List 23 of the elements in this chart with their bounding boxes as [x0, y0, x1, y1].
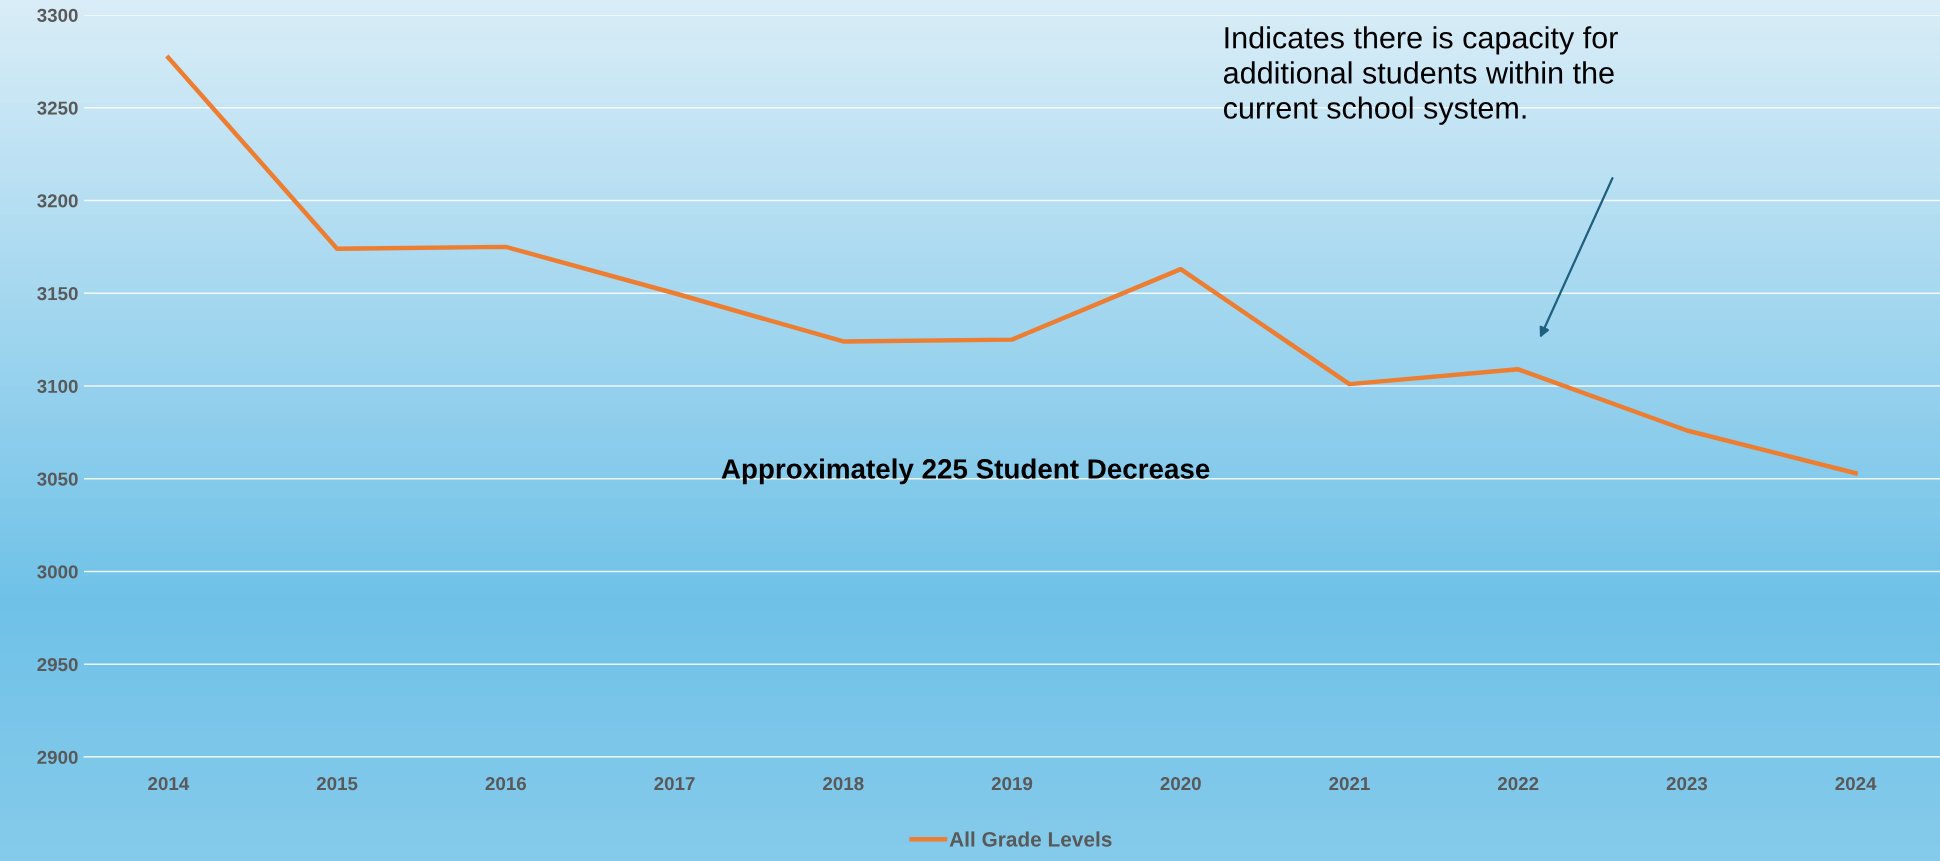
x-tick-label: 2014 — [148, 776, 190, 791]
y-tick-label: 3150 — [37, 286, 78, 301]
x-tick-label: 2019 — [991, 776, 1033, 791]
x-tick-label: 2018 — [823, 776, 864, 791]
annotation: Indicates there is capacity for additional students within the current school system. — [1223, 26, 1618, 125]
x-tick-label: 2024 — [1835, 776, 1877, 791]
y-tick-label: 2900 — [37, 750, 78, 764]
y-tick-label: 3200 — [37, 194, 78, 208]
y-tick-label: 3050 — [37, 472, 78, 486]
legend-label: All Grade Levels — [949, 831, 1112, 847]
x-tick-label: 2023 — [1666, 776, 1708, 791]
y-tick-label: 3000 — [37, 565, 78, 579]
y-tick-label: 3300 — [37, 8, 78, 22]
x-tick-label: 2021 — [1329, 776, 1370, 791]
x-tick-label: 2015 — [316, 776, 358, 791]
y-tick-label: 2950 — [37, 657, 78, 672]
x-tick-label: 2020 — [1160, 776, 1201, 791]
x-tick-label: 2017 — [654, 776, 695, 791]
y-tick-label: 3250 — [37, 101, 78, 115]
x-tick-label: 2016 — [485, 776, 526, 791]
y-tick-label: 3100 — [37, 379, 78, 393]
annotation: Approximately 225 Student Decrease — [721, 458, 1210, 485]
x-tick-label: 2022 — [1497, 776, 1539, 791]
